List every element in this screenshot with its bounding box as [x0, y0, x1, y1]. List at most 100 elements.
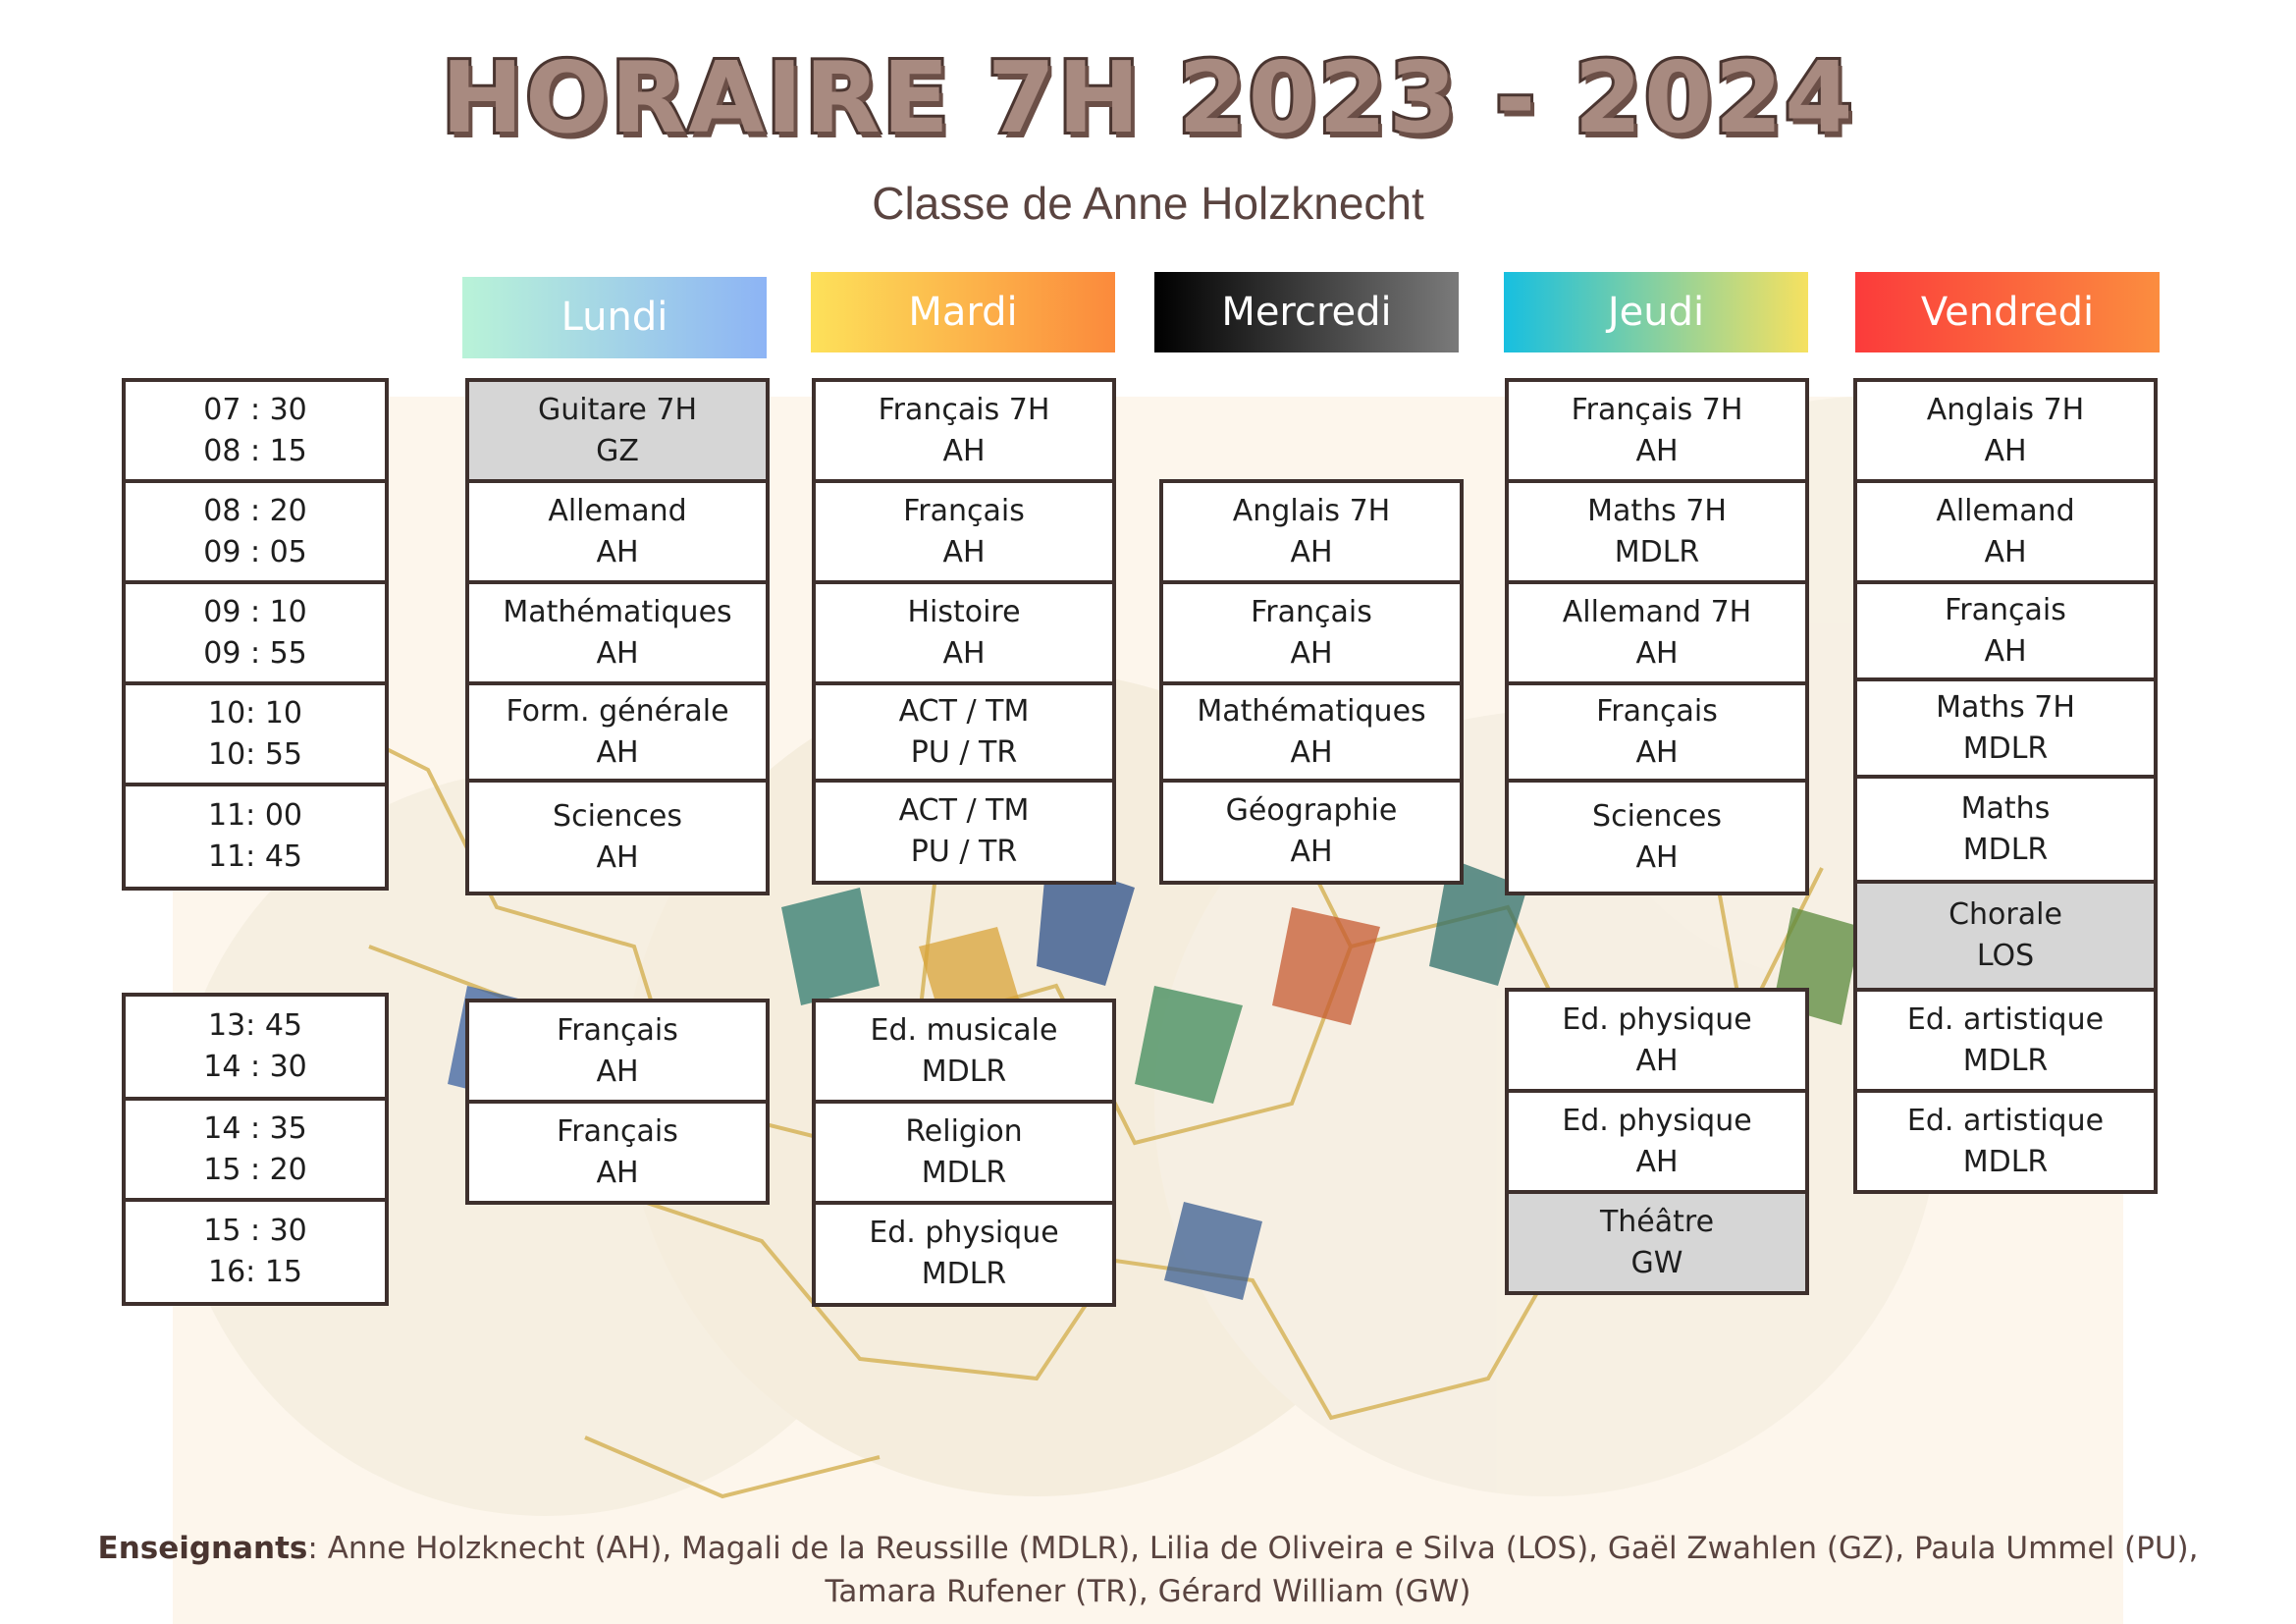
lesson-teacher: AH — [1984, 633, 2027, 669]
time-start: 11: 00 — [208, 798, 302, 833]
lesson-subject: ACT / TM — [898, 793, 1030, 828]
lesson-teacher: MDLR — [921, 1257, 1007, 1291]
lesson-subject: Ed. physique — [1562, 1001, 1752, 1037]
lesson-subject: Français — [557, 1012, 678, 1048]
lesson-teacher: AH — [596, 1054, 639, 1089]
lesson-cell-lundi: Mathématiques AH — [465, 580, 770, 685]
time-slot: 11: 00 11: 45 — [122, 783, 389, 891]
time-slot: 13: 45 14 : 30 — [122, 993, 389, 1101]
lesson-cell-vendredi: Allemand AH — [1853, 479, 2158, 584]
teachers-list-part-1: : Anne Holzknecht (AH), Magali de la Reu… — [307, 1531, 2199, 1566]
lesson-teacher: MDLR — [1962, 832, 2049, 867]
lesson-cell-jeudi: Allemand 7H AH — [1505, 580, 1809, 685]
lesson-cell-mardi: ACT / TM PU / TR — [812, 681, 1116, 783]
lesson-subject: Allemand — [548, 493, 687, 528]
lesson-cell-jeudi: Sciences AH — [1505, 779, 1809, 895]
lesson-teacher: GW — [1630, 1245, 1683, 1280]
lesson-subject: ACT / TM — [898, 693, 1030, 729]
lesson-cell-vendredi: Chorale LOS — [1853, 880, 2158, 992]
lesson-subject: Anglais 7H — [1926, 392, 2085, 427]
time-slot: 08 : 20 09 : 05 — [122, 479, 389, 584]
lesson-subject: Français — [557, 1113, 678, 1149]
lesson-subject: Sciences — [1592, 798, 1722, 834]
lesson-cell-vendredi: Ed. artistique MDLR — [1853, 1089, 2158, 1194]
lesson-teacher: AH — [596, 534, 639, 569]
lesson-teacher: MDLR — [1962, 1043, 2049, 1078]
page-title: HORAIRE 7H 2023 - 2024 — [438, 37, 1855, 158]
time-slot: 07 : 30 08 : 15 — [122, 378, 389, 483]
lesson-teacher: AH — [1635, 635, 1679, 671]
lesson-teacher: MDLR — [921, 1155, 1007, 1190]
lesson-subject: Mathématiques — [503, 594, 732, 629]
time-end: 09 : 05 — [203, 534, 307, 569]
day-header-vendredi: Vendredi — [1855, 272, 2160, 352]
day-header-mercredi: Mercredi — [1154, 272, 1459, 352]
day-label: Jeudi — [1607, 290, 1705, 335]
lesson-subject: Français 7H — [878, 392, 1050, 427]
lesson-teacher: PU / TR — [910, 835, 1018, 869]
lesson-subject: Ed. physique — [1562, 1103, 1752, 1138]
lesson-teacher: LOS — [1976, 939, 2035, 973]
lesson-cell-jeudi: Français AH — [1505, 681, 1809, 783]
lesson-subject: Français — [1945, 592, 2066, 627]
day-label: Vendredi — [1920, 290, 2095, 335]
day-header-lundi: Lundi — [462, 277, 767, 358]
lesson-cell-jeudi: Français 7H AH — [1505, 378, 1809, 483]
time-start: 13: 45 — [208, 1008, 302, 1043]
lesson-teacher: AH — [1290, 734, 1333, 770]
lesson-cell-vendredi: Anglais 7H AH — [1853, 378, 2158, 483]
lesson-teacher: AH — [1635, 433, 1679, 468]
lesson-cell-mercredi: Mathématiques AH — [1159, 681, 1464, 783]
lesson-subject: Maths 7H — [1587, 493, 1727, 528]
lesson-cell-mercredi: Français AH — [1159, 580, 1464, 685]
lesson-teacher: AH — [1290, 835, 1333, 869]
time-start: 07 : 30 — [203, 392, 307, 427]
lesson-subject: Ed. artistique — [1906, 1103, 2105, 1138]
lesson-subject: Français — [903, 493, 1025, 528]
lesson-teacher: AH — [942, 433, 986, 468]
time-start: 14 : 35 — [203, 1110, 307, 1146]
day-label: Lundi — [561, 295, 668, 340]
time-start: 09 : 10 — [203, 594, 307, 629]
time-start: 08 : 20 — [203, 493, 307, 528]
lesson-teacher: AH — [1984, 433, 2027, 468]
lesson-teacher: AH — [942, 635, 986, 671]
lesson-subject: Anglais 7H — [1232, 493, 1391, 528]
lesson-cell-jeudi: Maths 7H MDLR — [1505, 479, 1809, 584]
day-header-jeudi: Jeudi — [1504, 272, 1808, 352]
lesson-teacher: AH — [596, 635, 639, 671]
lesson-teacher: AH — [1635, 734, 1679, 770]
lesson-teacher: MDLR — [1962, 731, 2049, 766]
lesson-cell-mardi: ACT / TM PU / TR — [812, 779, 1116, 885]
lesson-teacher: MDLR — [1962, 1144, 2049, 1179]
page-subtitle: Classe de Anne Holzknecht — [872, 178, 1424, 229]
lesson-teacher: AH — [596, 839, 639, 875]
lesson-teacher: AH — [1984, 534, 2027, 569]
lesson-cell-vendredi: Maths MDLR — [1853, 775, 2158, 884]
lesson-teacher: GZ — [596, 433, 639, 468]
lesson-cell-lundi: Allemand AH — [465, 479, 770, 584]
teachers-legend-line-1: Enseignants: Anne Holzknecht (AH), Magal… — [0, 1527, 2296, 1570]
time-end: 15 : 20 — [203, 1152, 307, 1187]
lesson-teacher: AH — [1635, 1043, 1679, 1078]
lesson-teacher: AH — [1290, 534, 1333, 569]
day-label: Mercredi — [1221, 290, 1392, 335]
lesson-cell-mardi: Religion MDLR — [812, 1100, 1116, 1205]
lesson-subject: Allemand — [1936, 493, 2075, 528]
lesson-subject: Guitare 7H — [537, 392, 698, 427]
teachers-list-part-2: Tamara Rufener (TR), Gérard William (GW) — [825, 1574, 1471, 1609]
lesson-subject: Français — [1251, 594, 1372, 629]
lesson-cell-mardi: Histoire AH — [812, 580, 1116, 685]
lesson-teacher: AH — [1635, 1144, 1679, 1179]
lesson-teacher: AH — [1290, 635, 1333, 671]
time-end: 16: 15 — [208, 1255, 302, 1289]
time-slot: 14 : 35 15 : 20 — [122, 1097, 389, 1202]
lesson-subject: Ed. artistique — [1906, 1001, 2105, 1037]
lesson-subject: Sciences — [553, 798, 682, 834]
time-start: 15 : 30 — [203, 1214, 307, 1248]
time-end: 08 : 15 — [203, 433, 307, 468]
time-end: 14 : 30 — [203, 1050, 307, 1084]
day-label: Mardi — [908, 290, 1018, 335]
lesson-subject: Français 7H — [1571, 392, 1743, 427]
lesson-cell-vendredi: Maths 7H MDLR — [1853, 677, 2158, 779]
